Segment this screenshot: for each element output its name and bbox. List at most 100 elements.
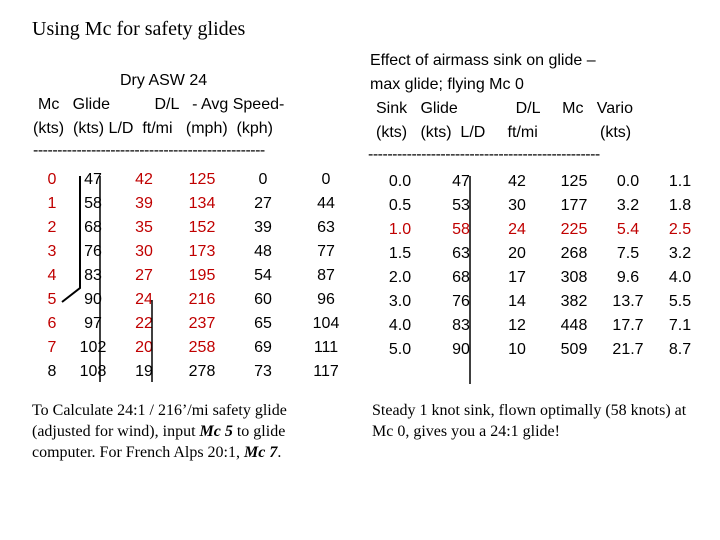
ld-cell: 24 [135, 291, 153, 308]
ftmi-cell: 225 [560, 221, 588, 238]
ld-cell: 30 [508, 197, 526, 214]
ftmi-cell: 258 [188, 339, 216, 356]
ftmi-cell: 268 [560, 245, 588, 262]
vario-cell: 3.2 [668, 245, 692, 262]
left-table-divider: ----------------------------------------… [33, 142, 265, 159]
kph-cell: 104 [312, 315, 340, 332]
ld-cell: 14 [508, 293, 526, 310]
glide-cell: 83 [84, 267, 102, 284]
page-title: Using Mc for safety glides [32, 18, 246, 40]
kph-cell: 44 [317, 195, 335, 212]
glide-cell: 90 [84, 291, 102, 308]
kph-cell: 63 [317, 219, 335, 236]
vario-cell: 1.8 [668, 197, 692, 214]
table-row: 5.0 90 10 509 21.7 8.7 [370, 338, 710, 362]
right-table-header-row2: (kts) (kts) L/D ft/mi (kts) [376, 124, 632, 141]
mc-cell: 8 [47, 363, 57, 380]
mc-cell: 17.7 [612, 317, 644, 334]
mph-cell: 54 [254, 267, 272, 284]
mc-cell: 5 [47, 291, 57, 308]
ld-cell: 19 [135, 363, 153, 380]
glide-cell: 58 [452, 221, 470, 238]
ld-cell: 10 [508, 341, 526, 358]
table-row: 6 97 22 237 65 104 [40, 312, 364, 336]
table-row: 5 90 24 216 60 96 [40, 288, 364, 312]
table-row: 1.5 63 20 268 7.5 3.2 [370, 242, 710, 266]
glide-cell: 83 [452, 317, 470, 334]
table-row: 2 68 35 152 39 63 [40, 216, 364, 240]
right-table-divider: ----------------------------------------… [368, 146, 600, 163]
mph-cell: 60 [254, 291, 272, 308]
mc-cell: 7 [47, 339, 57, 356]
mc-cell: 0 [47, 171, 57, 188]
table-row: 0.5 53 30 177 3.2 1.8 [370, 194, 710, 218]
glide-cell: 90 [452, 341, 470, 358]
ld-cell: 17 [508, 269, 526, 286]
mc-cell: 6 [47, 315, 57, 332]
right-note: Steady 1 knot sink, flown optimally (58 … [372, 402, 687, 440]
glide-cell: 47 [452, 173, 470, 190]
ftmi-cell: 308 [560, 269, 588, 286]
table-row: 3 76 30 173 48 77 [40, 240, 364, 264]
sink-cell: 1.5 [388, 245, 412, 262]
vario-cell: 7.1 [668, 317, 692, 334]
ld-cell: 39 [135, 195, 153, 212]
ld-cell: 24 [508, 221, 526, 238]
mph-cell: 0 [258, 171, 268, 188]
mc-cell: 1 [47, 195, 57, 212]
table-row: 0 47 42 125 0 0 [40, 168, 364, 192]
glide-cell: 102 [79, 339, 107, 356]
ld-cell: 42 [135, 171, 153, 188]
glide-cell: 68 [452, 269, 470, 286]
mph-cell: 65 [254, 315, 272, 332]
glide-cell: 108 [79, 363, 107, 380]
left-note-text-2: to glide computer. For French Alps 20:1, [32, 423, 286, 461]
ld-cell: 20 [135, 339, 153, 356]
mph-cell: 39 [254, 219, 272, 236]
mc-cell: 13.7 [612, 293, 644, 310]
sink-cell: 4.0 [388, 317, 412, 334]
table-row-highlighted: 1.0 58 24 225 5.4 2.5 [370, 218, 710, 242]
table-row: 3.0 76 14 382 13.7 5.5 [370, 290, 710, 314]
ld-cell: 12 [508, 317, 526, 334]
vario-cell: 5.5 [668, 293, 692, 310]
vario-cell: 2.5 [668, 221, 692, 238]
table-row: 8 108 19 278 73 117 [40, 360, 364, 384]
mc-cell: 9.6 [616, 269, 640, 286]
right-data-table: 0.0 47 42 125 0.0 1.1 0.5 53 30 177 3.2 … [370, 170, 710, 362]
left-note: To Calculate 24:1 / 216’/mi safety glide… [32, 400, 347, 463]
ftmi-cell: 216 [188, 291, 216, 308]
mc-cell: 7.5 [616, 245, 640, 262]
glide-cell: 97 [84, 315, 102, 332]
glide-cell: 58 [84, 195, 102, 212]
mph-cell: 69 [254, 339, 272, 356]
glide-cell: 76 [452, 293, 470, 310]
kph-cell: 87 [317, 267, 335, 284]
left-note-text-1: To Calculate 24:1 / 216’/mi safety glide… [32, 402, 287, 440]
ld-cell: 42 [508, 173, 526, 190]
ftmi-cell: 134 [188, 195, 216, 212]
mc-cell: 2 [47, 219, 57, 236]
glide-cell: 68 [84, 219, 102, 236]
ftmi-cell: 382 [560, 293, 588, 310]
sink-cell: 5.0 [388, 341, 412, 358]
right-table-caption-line2: max glide; flying Mc 0 [370, 76, 524, 93]
table-row: 4.0 83 12 448 17.7 7.1 [370, 314, 710, 338]
right-table-caption-line1: Effect of airmass sink on glide – [370, 52, 596, 69]
ftmi-cell: 177 [560, 197, 588, 214]
ld-cell: 30 [135, 243, 153, 260]
table-row: 4 83 27 195 54 87 [40, 264, 364, 288]
kph-cell: 111 [313, 339, 339, 356]
left-note-mc5: Mc 5 [199, 423, 233, 440]
glide-cell: 47 [84, 171, 102, 188]
kph-cell: 96 [317, 291, 335, 308]
left-table-header-row1: Mc Glide D/L - Avg Speed- [38, 96, 285, 113]
left-note-text-3: . [277, 444, 282, 461]
glide-cell: 53 [452, 197, 470, 214]
ftmi-cell: 152 [188, 219, 216, 236]
vario-cell: 1.1 [668, 173, 692, 190]
sink-cell: 3.0 [388, 293, 412, 310]
ftmi-cell: 509 [560, 341, 588, 358]
ftmi-cell: 278 [188, 363, 216, 380]
ftmi-cell: 125 [188, 171, 216, 188]
